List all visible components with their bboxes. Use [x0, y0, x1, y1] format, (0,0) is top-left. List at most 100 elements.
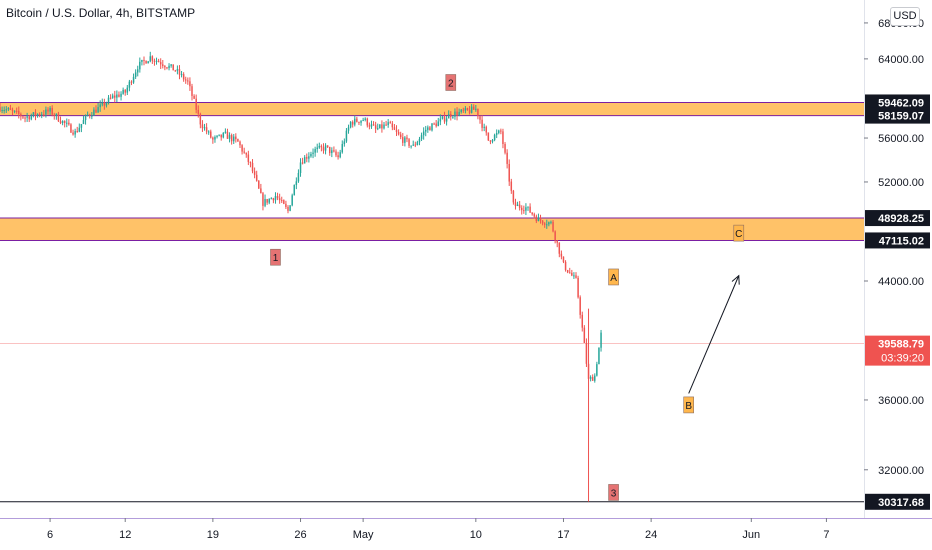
candle-body — [159, 62, 162, 65]
candle-body — [153, 60, 156, 62]
candle-body — [500, 130, 502, 132]
candle-body — [134, 72, 137, 77]
candle-body — [445, 118, 448, 122]
candle-body — [55, 113, 58, 116]
candle-body — [516, 204, 519, 207]
candle-body — [247, 154, 250, 162]
candle-body — [18, 110, 20, 115]
candle-body — [291, 195, 293, 206]
support-resistance-zone[interactable] — [0, 218, 864, 241]
candle-body — [76, 131, 78, 133]
candle-body — [566, 270, 569, 273]
candle-body — [293, 184, 296, 196]
candle-body — [456, 111, 458, 116]
candle-body — [489, 140, 492, 142]
wave-label-box[interactable] — [608, 484, 619, 501]
candle-body — [589, 377, 592, 379]
candle-body — [218, 134, 220, 136]
candle-body — [383, 124, 385, 129]
wave-label-box[interactable] — [683, 396, 694, 414]
candle-body — [47, 109, 49, 112]
candle-body — [410, 145, 412, 147]
zone-price-tag — [865, 232, 930, 249]
candle-body — [210, 131, 212, 138]
candle-body — [187, 80, 189, 82]
candle-body — [579, 297, 581, 315]
candle-body — [180, 74, 183, 76]
candle-body — [343, 141, 346, 145]
candle-body — [184, 79, 187, 81]
candle-body — [139, 61, 141, 70]
candle-body — [583, 327, 586, 343]
candle-body — [176, 69, 179, 71]
wave-label-box[interactable] — [733, 224, 745, 242]
candle-body — [74, 131, 76, 135]
candle-body — [399, 134, 402, 138]
candle-body — [212, 137, 214, 140]
time-axis[interactable]: 6 12 19 26 May 10 17 24 Jun 7 — [0, 518, 932, 541]
candle-body — [406, 137, 408, 140]
plot-area[interactable]: 1 2 3 A B C — [0, 51, 864, 503]
candle-body — [91, 115, 93, 117]
candle-body — [285, 203, 287, 207]
candle-body — [483, 126, 485, 128]
candle-body — [389, 122, 392, 124]
candle-body — [164, 66, 166, 68]
wave-label-box[interactable] — [270, 248, 281, 266]
candle-body — [178, 69, 181, 75]
candle-body — [26, 116, 28, 118]
candle-body — [308, 156, 310, 159]
candle-body — [276, 196, 279, 199]
candle-body — [337, 155, 339, 158]
candle-body — [230, 135, 233, 142]
wave-label-box[interactable] — [608, 268, 619, 286]
candle-body — [460, 109, 462, 112]
candle-body — [0, 107, 1, 111]
candle-body — [431, 123, 433, 131]
currency-button[interactable]: USD — [890, 7, 920, 26]
wave-label-box[interactable] — [445, 74, 457, 91]
candle-body — [15, 110, 18, 112]
candle-body — [182, 74, 185, 80]
candle-body — [335, 151, 337, 156]
candle-body — [454, 111, 456, 117]
candle-body — [287, 206, 289, 211]
candle-body — [207, 131, 210, 133]
wave-label-2: 2 — [448, 78, 454, 89]
wave-label-a: A — [610, 273, 617, 284]
candle-body — [63, 120, 66, 123]
candle-body — [510, 181, 513, 191]
candle-body — [420, 135, 423, 139]
candle-body — [283, 200, 285, 204]
candle-body — [429, 127, 431, 131]
candle-body — [258, 180, 260, 189]
support-resistance-zone[interactable] — [0, 102, 864, 116]
candle-body — [306, 157, 308, 159]
candle-body — [437, 121, 440, 127]
candle-body — [364, 118, 366, 120]
price-axis[interactable]: 68000.0064000.0056000.0052000.0044000.00… — [864, 0, 930, 518]
projection-arrow-head — [731, 274, 740, 285]
candle-body — [53, 114, 56, 116]
candle-body — [450, 114, 452, 117]
candle-body — [9, 108, 12, 110]
horizontal-line-price-label: 30317.68 — [878, 497, 924, 509]
zone-bottom-price-label: 47115.02 — [879, 235, 924, 247]
candle-body — [498, 130, 500, 133]
candle-body — [531, 212, 533, 215]
candle-body — [84, 115, 87, 121]
candle-body — [333, 150, 335, 152]
candle-body — [339, 152, 341, 158]
candle-body — [320, 145, 323, 148]
candle-body — [36, 114, 39, 116]
candle-body — [201, 124, 204, 129]
candle-body — [70, 124, 72, 133]
candle-body — [11, 109, 14, 111]
candle-body — [30, 115, 33, 120]
candle-body — [297, 172, 300, 182]
candle-body — [495, 132, 498, 135]
projection-arrow-line[interactable] — [688, 275, 740, 394]
wave-label-3: 3 — [611, 488, 617, 499]
candle-body — [40, 114, 43, 116]
